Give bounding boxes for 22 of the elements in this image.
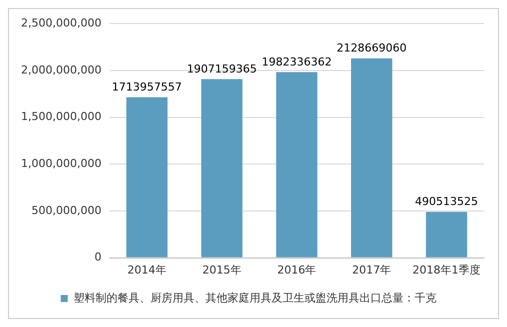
bar <box>276 72 318 258</box>
y-tick-label: 1,500,000,000 <box>20 110 102 124</box>
x-tick-label: 2014年 <box>127 263 166 276</box>
data-label: 1713957557 <box>112 80 182 94</box>
x-tick-label: 2015年 <box>202 263 242 276</box>
data-label: 1982336362 <box>262 55 332 68</box>
y-tick-label: 1,000,000,000 <box>20 156 102 170</box>
data-label: 1907159365 <box>186 62 257 76</box>
x-tick-label: 2018年1季度 <box>412 263 481 276</box>
bar <box>426 212 468 258</box>
bar <box>351 58 392 258</box>
bar <box>201 79 242 258</box>
y-tick-label: 2,500,000,000 <box>20 16 102 30</box>
y-tick-label: 500,000,000 <box>31 204 102 217</box>
bar <box>126 97 168 258</box>
y-tick-label: 0 <box>94 250 102 264</box>
data-label: 490513525 <box>415 195 478 208</box>
x-tick-label: 2017年 <box>352 263 392 276</box>
y-tick-label: 2,000,000,000 <box>20 63 102 76</box>
data-label: 2128669060 <box>336 42 407 55</box>
x-tick-label: 2016年 <box>277 263 316 276</box>
legend-label: 塑料制的餐具、厨房用具、其他家庭用具及卫生或盥洗用具出口总量：千克 <box>73 291 436 304</box>
